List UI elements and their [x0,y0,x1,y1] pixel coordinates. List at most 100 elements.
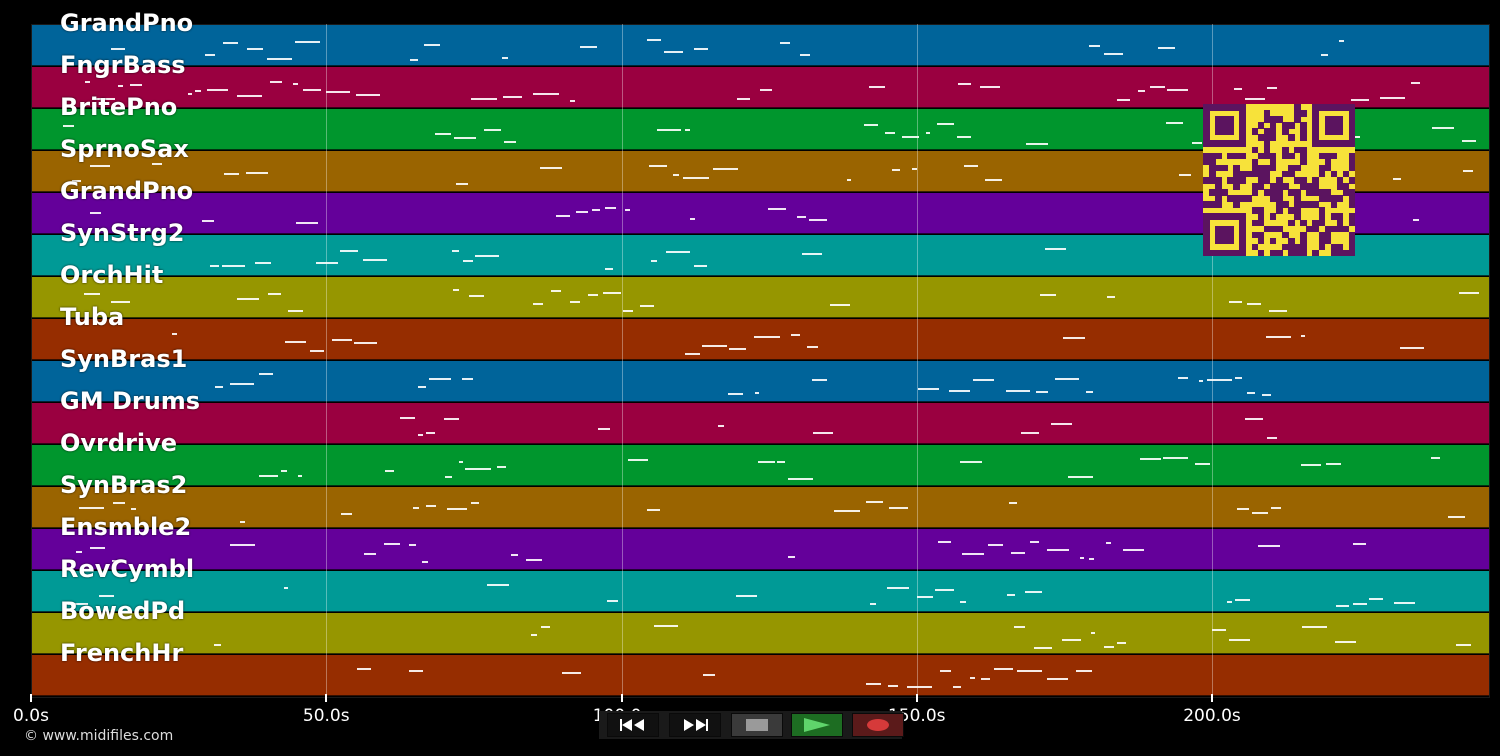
midi-note [569,100,576,103]
track-label: Ensmble2 [60,513,192,541]
midi-note [960,601,966,604]
grid-line [916,24,918,696]
midi-note [902,135,920,138]
track-lane[interactable] [32,529,1489,570]
record-button[interactable] [852,713,904,737]
midi-note [408,669,424,672]
track-label: SynBras2 [60,471,188,499]
midi-note [202,220,214,223]
midi-note [63,124,75,127]
midi-note [550,290,561,293]
track-label: FrenchHr [60,639,184,667]
track-notes [32,613,1489,654]
midi-note [1448,515,1465,518]
midi-note [151,163,162,165]
midi-note [194,89,201,92]
midi-note [1050,422,1073,425]
track-notes [32,277,1489,318]
midi-note [434,133,452,136]
midi-note [1353,602,1367,605]
midi-note [960,461,983,464]
midi-note [1267,86,1278,89]
midi-note [693,264,708,267]
midi-note [1040,293,1056,296]
track-lane[interactable] [32,25,1489,66]
midi-note [958,83,972,86]
midi-note [663,51,683,54]
midi-note [1380,96,1405,99]
midi-note [813,432,833,435]
midi-note [754,391,760,394]
midi-note [866,682,882,685]
midi-note [1456,643,1472,646]
midi-note [970,677,975,680]
midi-note [1461,140,1476,143]
midi-note [1300,463,1321,466]
midi-note [487,584,509,587]
midi-note [1014,626,1026,629]
grid-line [326,24,328,696]
midi-note [787,556,795,559]
midi-note [1266,336,1292,339]
fast-forward-button[interactable] [669,713,721,737]
track-lane[interactable] [32,445,1489,486]
track-lane[interactable] [32,277,1489,318]
midi-note [533,92,560,95]
midi-note [865,500,884,503]
midi-note [254,261,271,264]
track-lane[interactable] [32,319,1489,360]
track-notes [32,403,1489,444]
track-lane[interactable] [32,613,1489,654]
midi-note [1336,604,1349,607]
midi-note [846,179,852,182]
midi-note [1237,508,1250,511]
midi-note [938,541,951,544]
midi-note [288,309,303,312]
midi-note [780,42,791,45]
midi-note [363,259,387,262]
midi-note [223,42,239,45]
play-icon [804,718,830,732]
midi-note [1122,548,1145,551]
track-lane[interactable] [32,67,1489,108]
midi-note [207,88,228,91]
midi-note [1459,291,1479,294]
midi-note [1268,309,1287,312]
midi-note [623,310,634,313]
midi-note [887,586,909,589]
midi-note [458,461,463,464]
play-button[interactable] [791,713,843,737]
track-lane[interactable] [32,403,1489,444]
midi-note [267,58,292,61]
midi-note [89,546,106,549]
midi-note [1350,98,1369,101]
rewind-button[interactable] [607,713,659,737]
midi-note [531,633,538,636]
track-lane[interactable] [32,361,1489,402]
midi-note [131,508,136,511]
midi-note [1244,97,1265,100]
midi-note [295,41,321,44]
midi-note [605,268,613,271]
track-lane[interactable] [32,655,1489,696]
midi-note [918,387,940,390]
midi-note [648,165,667,167]
midi-note [936,123,955,126]
midi-note [1009,501,1017,504]
grid-line [1212,24,1213,696]
midi-note [1079,557,1085,560]
track-lane[interactable] [32,571,1489,612]
midi-note [887,685,898,688]
midi-note [1149,86,1166,89]
midi-note [1062,638,1081,641]
midi-note [1034,646,1053,649]
midi-note [110,48,125,51]
midi-note [964,165,979,168]
stop-button[interactable] [731,713,783,737]
midi-note [888,506,908,509]
midi-note [384,542,401,545]
midi-note [736,98,751,101]
midi-note [1302,626,1327,629]
midi-note [270,80,282,83]
track-lane[interactable] [32,487,1489,528]
